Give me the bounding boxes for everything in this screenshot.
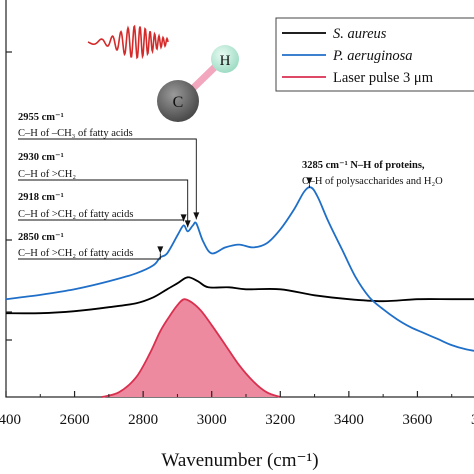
x-axis-title: Wavenumber (cm⁻¹)	[161, 450, 318, 471]
annotation-2918-head: 2918 cm⁻¹	[18, 192, 64, 203]
x-tick-label-3800: 3800	[471, 412, 474, 428]
x-tick-label-2800: 2800	[128, 412, 158, 428]
annotation-2955-body: C–H of –CH₃ of fatty acids	[18, 128, 133, 139]
annotation-2918-body: C–H of >CH₂ of fatty acids	[18, 209, 133, 220]
annotation-2918: 2918 cm⁻¹ C–H of >CH₂ of fatty acids	[18, 192, 133, 220]
annotation-2850-head: 2850 cm⁻¹	[18, 232, 64, 243]
annotation-2930-head: 2930 cm⁻¹	[18, 152, 64, 163]
x-tick-label-3200: 3200	[265, 412, 295, 428]
annotation-2930-body: C–H of >CH₂	[18, 169, 76, 180]
annotation-line-2918	[18, 219, 185, 222]
annotation-arrow-2930	[184, 220, 191, 228]
x-tick-label-2600: 2600	[60, 412, 90, 428]
carbon-atom-label: C	[173, 94, 184, 111]
laser-wave-icon	[87, 24, 169, 60]
series-area-laser-pulse-3-m	[102, 299, 281, 397]
annotation-line-2930	[18, 179, 189, 228]
series-line-laser-pulse-3-m	[101, 298, 281, 398]
annotation-3285-head: 3285 cm⁻¹ N–H of proteins,	[302, 160, 425, 171]
annotation-lines	[18, 138, 313, 260]
annotation-2850: 2850 cm⁻¹ C–H of >CH₂ of fatty acids	[18, 232, 133, 259]
x-tick-label-3600: 3600	[402, 412, 432, 428]
x-tick-label-2400: 2400	[0, 412, 21, 428]
annotation-3285-body: O–H of polysaccharides and H₂O	[302, 176, 443, 187]
hydrogen-atom-label: H	[220, 53, 231, 69]
annotation-2955: 2955 cm⁻¹ C–H of –CH₃ of fatty acids	[18, 112, 133, 139]
legend-label-p-aeruginosa: P. aeruginosa	[332, 48, 413, 64]
ch-bond-molecule-icon: H C	[157, 45, 239, 122]
series-line-s-aureus	[5, 276, 474, 315]
annotation-arrow-3285	[306, 177, 313, 185]
series-line-p-aeruginosa	[5, 186, 474, 352]
series-layer	[5, 186, 474, 398]
hydrogen-atom-icon	[211, 45, 239, 73]
legend-label-s-aureus: S. aureus	[333, 26, 387, 42]
annotation-arrow-2918	[180, 214, 187, 222]
annotation-2955-head: 2955 cm⁻¹	[18, 112, 64, 123]
legend: S. aureus P. aeruginosa Laser pulse 3 μm	[275, 17, 474, 92]
annotation-arrow-2955	[193, 212, 200, 220]
annotation-3285: 3285 cm⁻¹ N–H of proteins, O–H of polysa…	[302, 160, 443, 187]
annotation-2930: 2930 cm⁻¹ C–H of >CH₂	[18, 152, 76, 180]
x-tick-label-3000: 3000	[197, 412, 227, 428]
x-tick-label-3400: 3400	[334, 412, 364, 428]
annotation-line-2955	[18, 138, 197, 220]
annotation-2850-body: C–H of >CH₂ of fatty acids	[18, 248, 133, 259]
x-axis: 2400 2600 2800 3000 3200 3400 3600 3800	[0, 51, 474, 428]
annotation-line-2850	[18, 253, 161, 260]
annotation-arrow-2850	[157, 246, 164, 254]
carbon-atom-icon	[157, 80, 199, 122]
legend-label-laser-pulse: Laser pulse 3 μm	[333, 70, 434, 86]
